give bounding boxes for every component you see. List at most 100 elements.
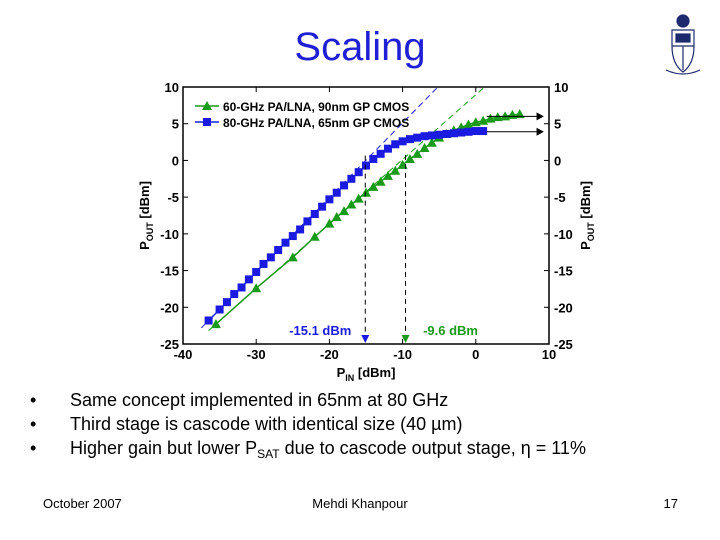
data-point-triangle — [287, 252, 298, 262]
data-point-square — [435, 130, 444, 139]
y-tick-label-left: 0 — [172, 153, 179, 168]
series-line — [215, 113, 520, 325]
data-point-triangle — [210, 319, 221, 329]
data-point-triangle — [426, 137, 437, 147]
y-tick-label-right: -20 — [554, 300, 573, 315]
data-point-square — [449, 129, 458, 138]
bullet-text: Third stage is cascode with identical si… — [70, 414, 463, 434]
footer-date: October 2007 — [43, 496, 122, 511]
data-point-triangle — [324, 218, 335, 228]
p1db-arrowhead — [361, 335, 370, 343]
data-point-square — [237, 283, 246, 292]
legend-marker-square — [203, 118, 211, 126]
bullet-text: Same concept implemented in 65nm at 80 G… — [70, 390, 449, 410]
x-tick-label: 0 — [472, 347, 479, 362]
p1db-annotation-label: -15.1 dBm — [289, 323, 351, 338]
plot-frame — [182, 86, 550, 345]
data-point-square — [303, 217, 312, 226]
data-point-square — [376, 149, 385, 158]
data-point-triangle — [390, 165, 401, 175]
data-point-square — [369, 154, 378, 163]
data-point-square — [479, 127, 488, 136]
p1db-annotation-label: -9.6 dBm — [423, 323, 478, 338]
data-point-square — [442, 129, 451, 138]
data-point-square — [204, 316, 213, 325]
data-point-triangle — [309, 231, 320, 241]
slide-title: Scaling — [294, 25, 426, 69]
data-point-square — [383, 144, 392, 153]
bullet-item: • Higher gain but lower PSAT due to casc… — [30, 436, 710, 462]
data-point-square — [266, 253, 275, 262]
data-point-square — [413, 133, 422, 142]
bullet-text-part: due to cascode output stage, η = 11% — [279, 438, 586, 458]
y-tick-label-right: -15 — [554, 264, 573, 279]
bullet-marker: • — [30, 438, 37, 458]
data-point-square — [259, 259, 268, 268]
data-point-triangle — [361, 187, 371, 197]
data-point-square — [471, 127, 480, 136]
bullet-item: • Third stage is cascode with identical … — [30, 412, 710, 436]
y-tick-label-right: 5 — [554, 117, 561, 132]
data-point-square — [347, 174, 356, 183]
y-tick-label-right: -25 — [554, 337, 573, 352]
data-point-square — [427, 131, 436, 140]
data-point-square — [405, 135, 414, 144]
data-point-square — [281, 238, 290, 247]
data-point-square — [296, 225, 305, 234]
y-axis-label-left: POUT [dBm] — [137, 181, 155, 250]
y-tick-label-left: -20 — [160, 300, 179, 315]
data-point-square — [325, 195, 334, 204]
y-tick-label-left: -5 — [167, 190, 179, 205]
data-point-triangle — [353, 193, 364, 203]
data-point-square — [354, 168, 363, 177]
x-tick-label: -30 — [247, 347, 266, 362]
data-point-square — [340, 181, 349, 190]
y-tick-label-right: 0 — [554, 153, 561, 168]
psat-arrowhead — [536, 112, 544, 121]
p1db-arrowhead — [401, 335, 410, 343]
data-point-square — [420, 132, 429, 141]
y-tick-label-right: -5 — [554, 190, 566, 205]
series-line — [208, 130, 484, 322]
data-point-triangle — [346, 199, 357, 209]
legend-marker-triangle — [202, 101, 212, 110]
legend-label: 60-GHz PA/LNA, 90nm GP CMOS — [223, 100, 409, 114]
bullet-text: Higher gain but lower PSAT due to cascod… — [70, 436, 586, 462]
data-point-square — [464, 127, 473, 136]
data-point-triangle — [251, 283, 262, 293]
pout-vs-pin-chart: -40 -30 -20 -10 0 10-25 -25-20 -20-15 -15-10 -10-… — [137, 80, 596, 383]
data-point-triangle — [412, 148, 423, 158]
x-tick-label: 10 — [542, 347, 556, 362]
y-tick-label-left: 10 — [165, 80, 179, 95]
data-point-square — [318, 202, 327, 211]
bullet-marker: • — [30, 414, 37, 434]
psat-arrowhead — [536, 127, 544, 136]
data-point-square — [332, 188, 341, 197]
data-point-square — [274, 246, 283, 255]
y-tick-label-left: -15 — [160, 264, 179, 279]
data-point-triangle — [331, 211, 342, 221]
x-tick-label: -40 — [174, 347, 193, 362]
data-point-square — [230, 290, 239, 299]
y-tick-label-left: 5 — [172, 117, 179, 132]
legend-label: 80-GHz PA/LNA, 65nm GP CMOS — [223, 116, 409, 130]
x-tick-label: -10 — [393, 347, 412, 362]
data-point-triangle — [382, 170, 393, 180]
bullet-list: • Same concept implemented in 65nm at 80… — [30, 388, 710, 462]
bullet-subscript: SAT — [257, 447, 280, 461]
data-point-triangle — [470, 117, 481, 127]
data-point-square — [288, 232, 297, 241]
data-point-square — [215, 305, 224, 314]
data-point-square — [457, 128, 466, 137]
data-point-triangle — [404, 153, 415, 163]
y-tick-label-left: -10 — [160, 227, 179, 242]
footer-page-number: 17 — [663, 496, 678, 511]
data-point-square — [398, 137, 407, 146]
bullet-text-part: Higher gain but lower P — [70, 438, 258, 458]
y-axis-label-right: POUT [dBm] — [578, 181, 596, 250]
data-point-triangle — [368, 181, 379, 191]
x-tick-label: -20 — [320, 347, 339, 362]
data-point-square — [310, 210, 319, 219]
data-point-triangle — [375, 176, 386, 186]
data-point-triangle — [339, 206, 350, 216]
